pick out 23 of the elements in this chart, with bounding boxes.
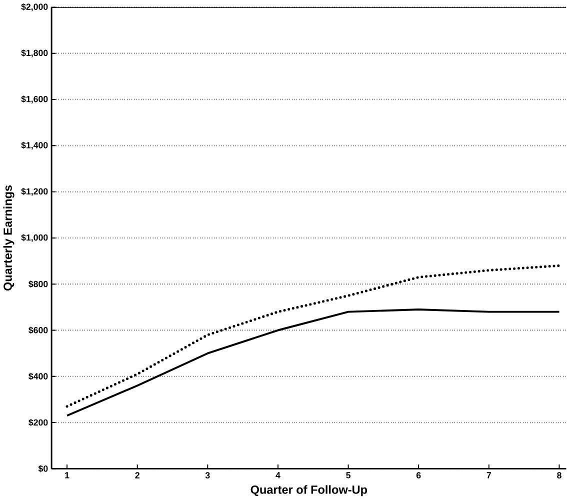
y-tick-label: $1,800 <box>21 49 48 58</box>
x-tick-label: 4 <box>276 472 280 478</box>
y-tick-label: $0 <box>38 464 48 472</box>
x-tick-label: 7 <box>486 472 491 478</box>
y-tick-label: $200 <box>28 418 48 426</box>
x-tick-label: 6 <box>416 472 421 478</box>
line-series <box>66 264 561 408</box>
x-tick-label: 3 <box>205 472 210 478</box>
x-tick-label: 2 <box>135 472 140 478</box>
y-axis-title: Quarterly Earnings <box>3 185 14 290</box>
x-tick-label: 8 <box>557 472 562 478</box>
y-tick-label: $800 <box>28 280 48 288</box>
x-tick-label: 1 <box>65 472 70 478</box>
y-tick-label: $1,200 <box>21 188 48 196</box>
y-tick-label: $400 <box>28 372 48 380</box>
line-series <box>66 308 560 416</box>
y-tick-label: $1,600 <box>21 95 48 104</box>
x-tick-label: 5 <box>346 472 350 478</box>
y-tick-label: $1,000 <box>21 234 48 242</box>
y-tick-label: $1,400 <box>21 141 48 150</box>
y-tick-label: $2,000 <box>21 3 48 11</box>
y-tick-label: $600 <box>28 326 48 334</box>
x-axis-title: Quarter of Follow-Up <box>250 484 368 496</box>
